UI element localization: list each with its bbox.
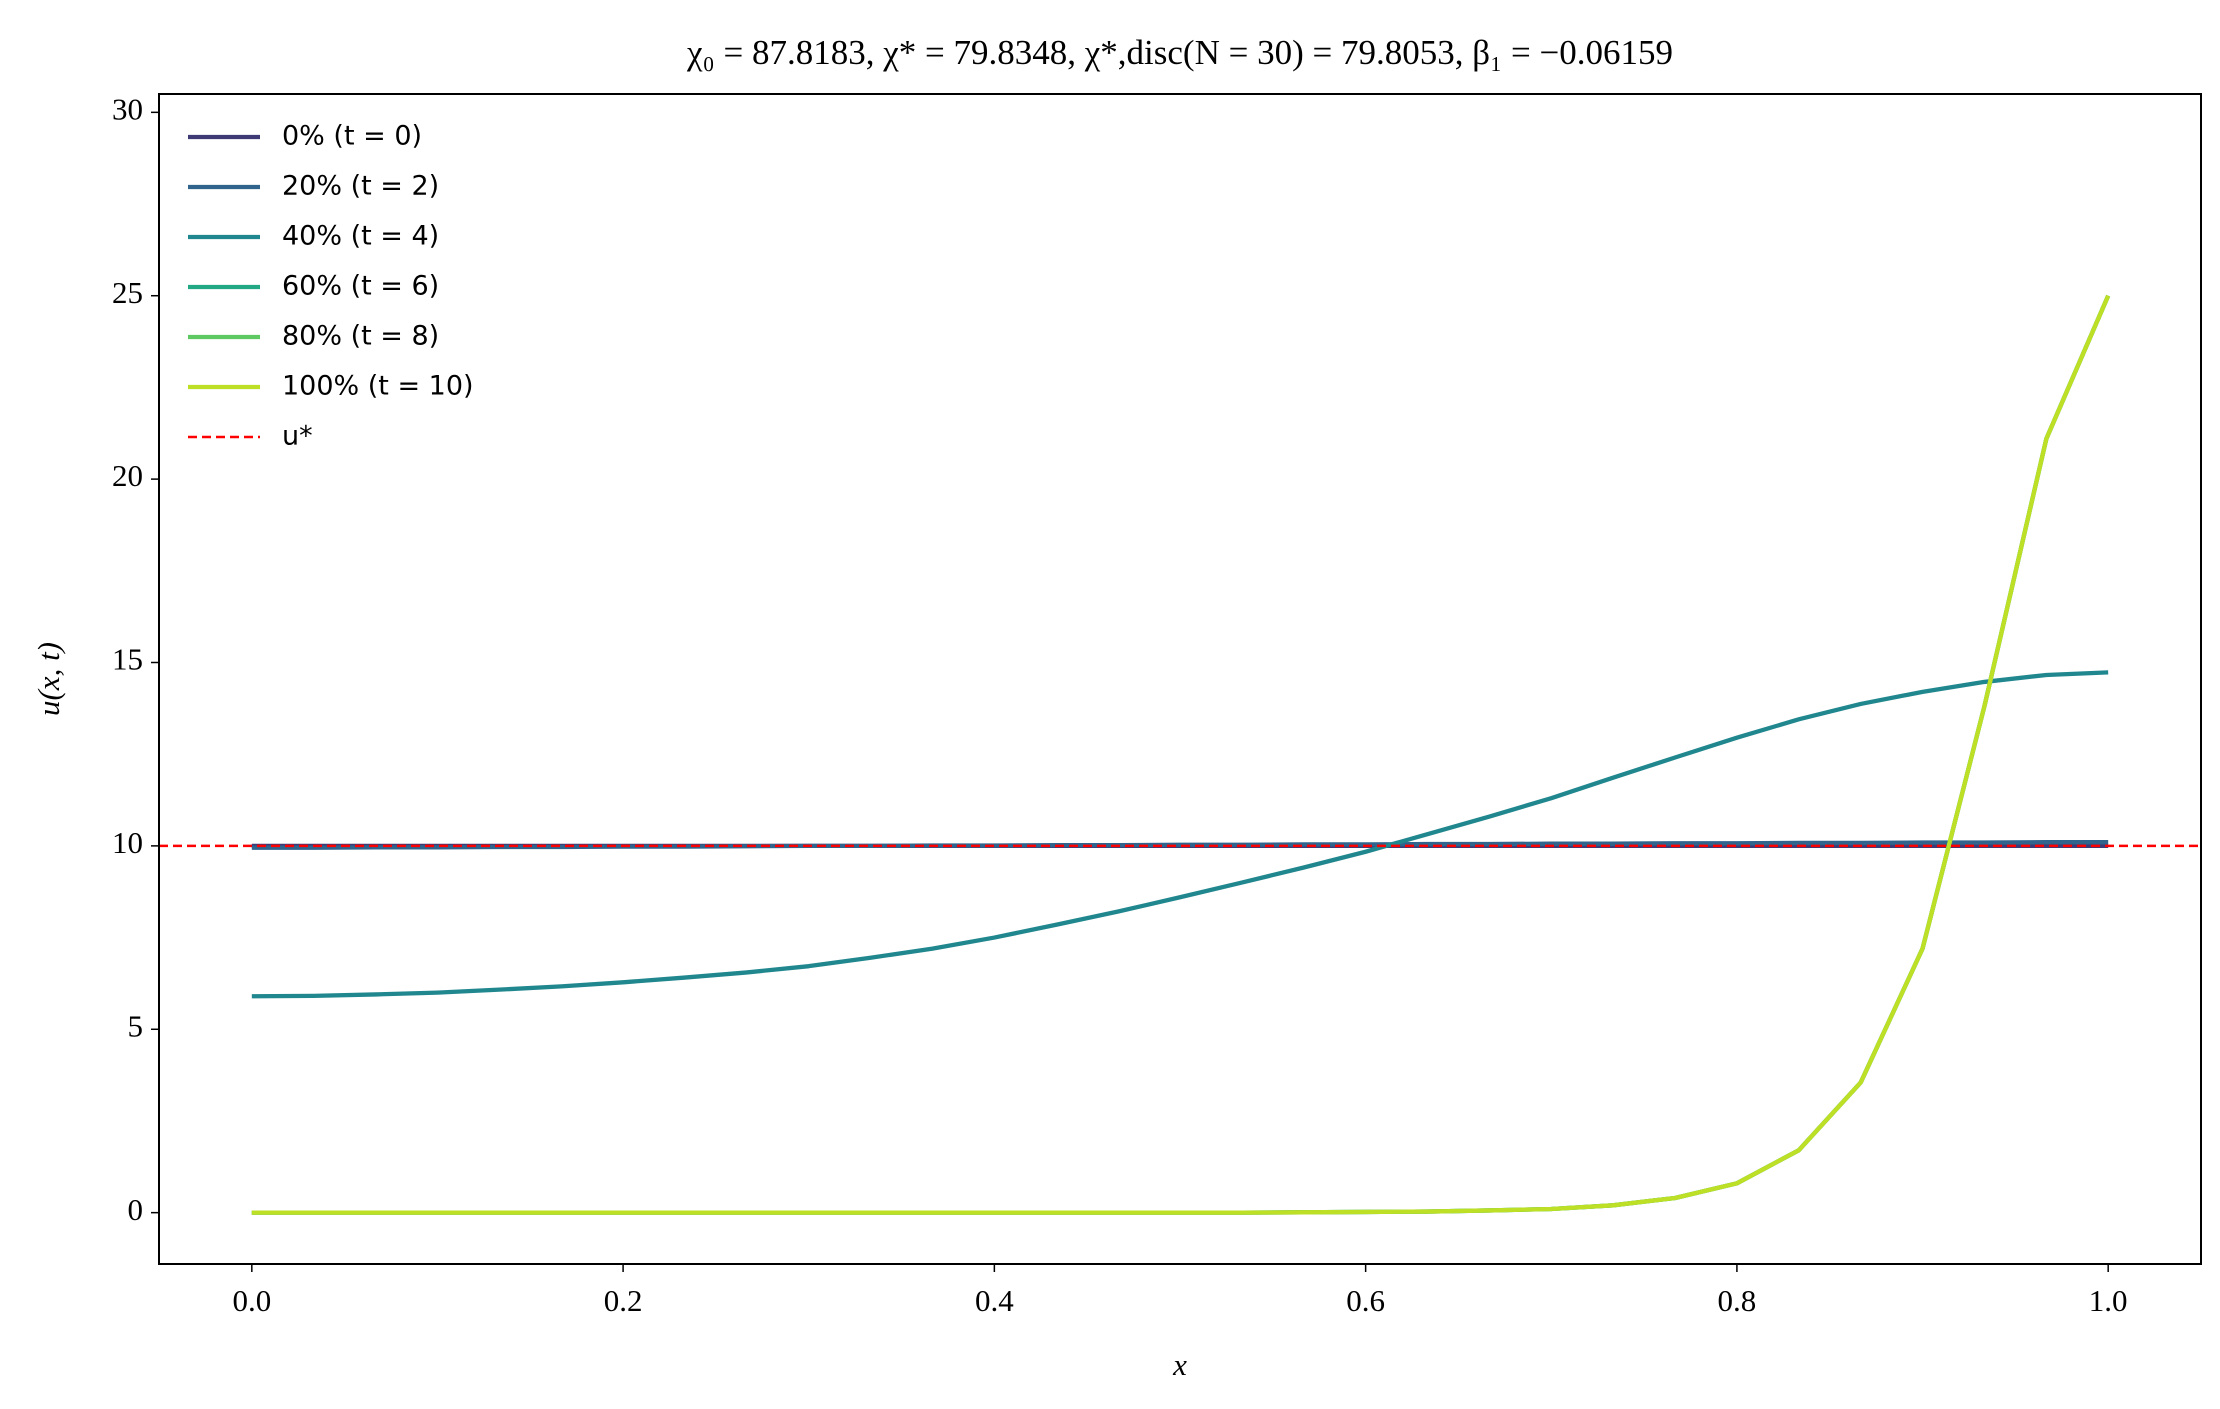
- legend-label: 60% (t = 6): [282, 271, 439, 302]
- x-axis-label: x: [1172, 1347, 1187, 1382]
- x-tick-label: 0.4: [975, 1283, 1014, 1318]
- legend-label: 0% (t = 0): [282, 121, 422, 152]
- series-line: [251, 294, 2111, 1215]
- x-tick-label: 0.0: [232, 1283, 271, 1318]
- y-tick-label: 5: [128, 1008, 144, 1043]
- legend-label: 20% (t = 2): [282, 171, 439, 202]
- x-tick-label: 0.6: [1346, 1283, 1385, 1318]
- x-tick-label: 0.2: [604, 1283, 643, 1318]
- legend-label: 40% (t = 4): [282, 221, 439, 252]
- y-tick-label: 20: [112, 458, 143, 493]
- y-tick-label: 30: [112, 91, 143, 126]
- x-tick-label: 0.8: [1718, 1283, 1757, 1318]
- y-tick-label: 25: [112, 275, 143, 310]
- legend-label: 100% (t = 10): [282, 371, 474, 402]
- plot-frame: [158, 93, 2202, 1265]
- chart-title: χ₀ = 87.8183, χ* = 79.8348, χ*,disc(N = …: [686, 33, 1673, 72]
- legend-label: 80% (t = 8): [282, 321, 439, 352]
- y-tick-label: 0: [128, 1192, 144, 1227]
- y-tick-label: 10: [112, 825, 143, 860]
- x-tick-label: 1.0: [2089, 1283, 2128, 1318]
- series-line: [251, 670, 2109, 999]
- y-tick-label: 15: [112, 642, 143, 677]
- series-line: [251, 840, 2109, 850]
- legend-label: u*: [282, 421, 313, 452]
- y-axis-label: u(x, t): [31, 642, 66, 716]
